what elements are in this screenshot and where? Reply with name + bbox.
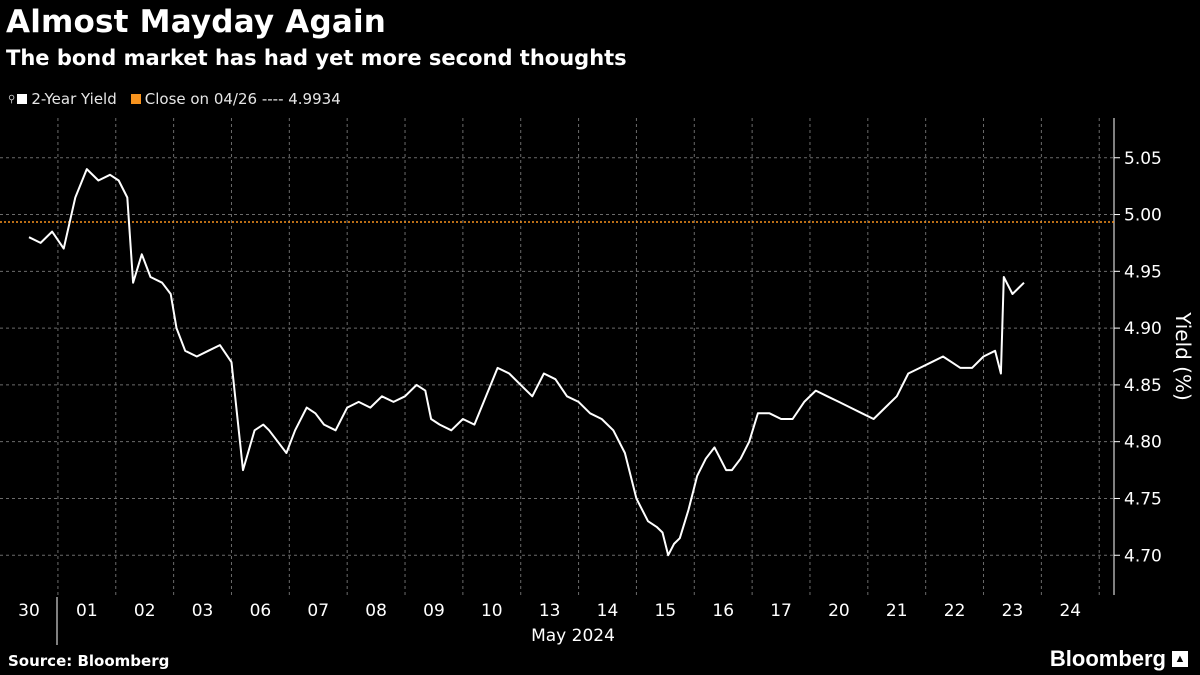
y-tick-label: 5.05 (1124, 149, 1162, 169)
y-tick-label: 4.85 (1124, 376, 1162, 396)
y-axis-label: Yield (%) (1171, 311, 1195, 401)
x-tick-label: 02 (134, 601, 156, 621)
chart-title: Almost Mayday Again (6, 4, 387, 40)
legend-item-reference[interactable]: Close on 04/26 ---- 4.9934 (130, 90, 341, 108)
x-axis-month-label: May 2024 (531, 626, 615, 645)
source-note: Source: Bloomberg (8, 652, 170, 670)
y-tick-label: 4.70 (1124, 546, 1162, 566)
x-tick-label: 16 (712, 601, 734, 621)
x-tick-label: 30 (18, 601, 40, 621)
y-tick-label: 4.95 (1124, 262, 1162, 282)
y-tick-label: 5.00 (1124, 206, 1162, 226)
x-tick-label: 13 (539, 601, 561, 621)
x-tick-label: 24 (1059, 601, 1081, 621)
series-line-2-year-yield[interactable] (28, 168, 1025, 557)
legend-swatch-white (17, 94, 28, 104)
bloomberg-logo: Bloomberg ▲ (1050, 646, 1188, 672)
x-tick-label: 07 (307, 601, 329, 621)
x-tick-label: 10 (481, 601, 503, 621)
x-tick-label: 14 (597, 601, 619, 621)
x-tick-label: 21 (886, 601, 908, 621)
x-tick-label: 15 (655, 601, 677, 621)
x-tick-label: 22 (944, 601, 966, 621)
chart-badge-icon: ▲ (1172, 651, 1188, 667)
legend: ⚲ 2-Year Yield Close on 04/26 ---- 4.993… (8, 90, 355, 108)
x-tick-label: 17 (770, 601, 792, 621)
chart-subtitle: The bond market has had yet more second … (6, 46, 627, 70)
legend-item-yield[interactable]: ⚲ 2-Year Yield (8, 90, 117, 108)
legend-swatch-orange (130, 94, 141, 104)
x-tick-label: 03 (192, 601, 214, 621)
x-tick-label: 08 (365, 601, 387, 621)
x-tick-label: 06 (250, 601, 272, 621)
x-tick-label: 20 (828, 601, 850, 621)
y-tick-label: 4.90 (1124, 319, 1162, 339)
x-tick-label: 23 (1002, 601, 1024, 621)
legend-label-yield: 2-Year Yield (31, 90, 117, 108)
pin-icon: ⚲ (8, 93, 16, 105)
brand-name: Bloomberg (1049, 646, 1166, 671)
y-tick-label: 4.75 (1124, 489, 1162, 509)
y-tick-label: 4.80 (1124, 433, 1162, 453)
x-tick-label: 01 (76, 601, 98, 621)
x-tick-label: 09 (423, 601, 445, 621)
legend-label-reference: Close on 04/26 ---- 4.9934 (144, 90, 341, 108)
yield-chart[interactable]: 4.70 4.75 4.80 4.85 4.90 4.95 5.00 5.05 Yield (%… (0, 110, 1200, 645)
